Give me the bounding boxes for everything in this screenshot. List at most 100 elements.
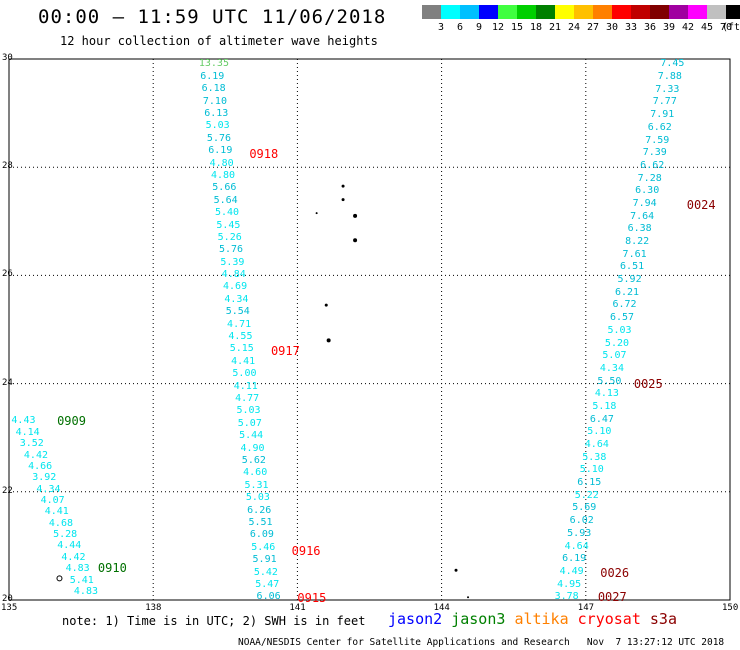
wave-height-value: 6.15 bbox=[577, 477, 602, 489]
wave-height-value: 7.94 bbox=[632, 197, 657, 209]
legend-swatch bbox=[460, 5, 479, 19]
legend-label: 27 bbox=[587, 22, 600, 33]
legend-swatch bbox=[669, 5, 688, 19]
legend-swatch bbox=[479, 5, 498, 19]
wave-height-value: 6.51 bbox=[620, 261, 645, 273]
legend-label: 12 bbox=[492, 22, 505, 33]
wave-height-value: 6.13 bbox=[204, 107, 229, 119]
wave-height-value: 5.07 bbox=[237, 417, 262, 429]
wave-height-value: 5.03 bbox=[205, 120, 230, 132]
legend-label: 39 bbox=[663, 22, 676, 33]
wave-height-value: 7.88 bbox=[657, 71, 682, 83]
wave-height-value: 4.34 bbox=[224, 293, 249, 305]
wave-height-value: 5.38 bbox=[582, 451, 607, 463]
wave-height-value: 5.44 bbox=[239, 430, 264, 442]
pass-time-label: 0024 bbox=[686, 198, 716, 213]
wave-height-value: 4.41 bbox=[44, 506, 69, 518]
lon-tick-label: 144 bbox=[433, 603, 450, 613]
pass-time-label: 0027 bbox=[597, 590, 627, 605]
wave-height-value: 6.02 bbox=[569, 515, 594, 527]
wave-height-value: 4.60 bbox=[243, 467, 268, 479]
lon-tick-label: 141 bbox=[289, 603, 306, 613]
lat-tick-label: 28 bbox=[2, 161, 13, 172]
island-mark bbox=[324, 303, 328, 307]
legend-label: 18 bbox=[530, 22, 543, 33]
pass-time-label: 0917 bbox=[270, 344, 300, 359]
legend-label: 30 bbox=[606, 22, 619, 33]
wave-height-value: 6.19 bbox=[200, 70, 225, 82]
legend-swatch bbox=[422, 5, 441, 19]
pass-time-label: 0025 bbox=[633, 376, 663, 391]
lat-tick-label: 24 bbox=[2, 377, 13, 388]
wave-height-value: 4.66 bbox=[28, 460, 53, 472]
satellite-legend-item: altika bbox=[514, 610, 578, 628]
wave-height-value: 5.18 bbox=[592, 400, 617, 412]
lat-tick-label: 30 bbox=[2, 53, 13, 63]
island-mark bbox=[341, 198, 345, 202]
wave-height-value: 5.28 bbox=[53, 529, 78, 541]
lon-tick-label: 147 bbox=[577, 603, 595, 613]
footnote: note: 1) Time is in UTC; 2) SWH is in fe… bbox=[62, 614, 366, 628]
island-mark bbox=[315, 212, 318, 215]
page-subtitle: 12 hour collection of altimeter wave hei… bbox=[60, 34, 378, 48]
wave-height-value: 4.14 bbox=[15, 426, 40, 438]
legend-label: 15 bbox=[511, 22, 524, 33]
wave-height-value: 5.91 bbox=[252, 554, 277, 566]
wave-height-value: 3.78 bbox=[554, 591, 579, 603]
legend-label: 6 bbox=[457, 22, 464, 33]
wave-height-value: 5.51 bbox=[248, 516, 273, 528]
wave-height-value: 6.38 bbox=[627, 223, 652, 235]
wave-height-value: 6.30 bbox=[635, 185, 660, 197]
pass-time-label: 0915 bbox=[297, 591, 327, 605]
wave-height-value: 5.10 bbox=[587, 426, 612, 438]
wave-height-value: 4.44 bbox=[57, 540, 82, 552]
wave-height-value: 4.68 bbox=[48, 517, 73, 529]
color-legend bbox=[422, 5, 740, 19]
lat-tick-label: 20 bbox=[2, 594, 13, 604]
wave-height-value: 4.64 bbox=[564, 540, 589, 552]
wave-height-value: 5.00 bbox=[232, 368, 257, 380]
wave-height-value: 6.47 bbox=[589, 413, 614, 425]
wave-height-value: 6.18 bbox=[201, 83, 226, 95]
legend-label: 9 bbox=[476, 22, 483, 33]
wave-height-value: 7.59 bbox=[645, 134, 670, 146]
wave-height-value: 5.76 bbox=[219, 244, 244, 256]
wave-height-value: 4.49 bbox=[559, 565, 584, 577]
wave-height-value: 4.42 bbox=[23, 449, 48, 461]
island-mark bbox=[353, 238, 358, 243]
island-mark bbox=[454, 568, 458, 572]
wave-height-value: 4.80 bbox=[210, 169, 236, 181]
wave-height-value: 5.92 bbox=[617, 274, 642, 286]
wave-height-value: 4.80 bbox=[209, 157, 234, 169]
lat-tick-label: 22 bbox=[2, 485, 13, 496]
legend-swatch bbox=[612, 5, 631, 19]
legend-swatch bbox=[593, 5, 612, 19]
legend-label: 24 bbox=[568, 22, 581, 33]
wave-height-value: 7.45 bbox=[660, 58, 685, 70]
wave-height-value: 4.64 bbox=[584, 439, 609, 451]
wave-height-value: 8.22 bbox=[625, 236, 650, 248]
legend-label: 33 bbox=[625, 22, 638, 33]
wave-height-value: 5.62 bbox=[241, 454, 266, 466]
wave-height-value: 5.03 bbox=[245, 492, 270, 504]
map-frame bbox=[8, 58, 731, 601]
wave-height-value: 4.69 bbox=[223, 281, 248, 293]
wave-height-value: 4.34 bbox=[599, 362, 624, 374]
legend-swatch bbox=[574, 5, 593, 19]
pass-time-label: 0910 bbox=[97, 560, 127, 575]
wave-height-value: 7.91 bbox=[650, 109, 675, 121]
legend-swatch bbox=[650, 5, 669, 19]
wave-height-value: 5.66 bbox=[212, 182, 237, 194]
wave-height-value: 5.64 bbox=[213, 194, 238, 206]
legend-label: 42 bbox=[682, 22, 695, 33]
pass-time-label: 0909 bbox=[57, 414, 86, 429]
pass-time-label: 0026 bbox=[600, 565, 630, 580]
wave-height-value: 7.77 bbox=[652, 96, 677, 108]
wave-height-value: 5.07 bbox=[602, 350, 627, 362]
satellite-legend-item: jason3 bbox=[451, 610, 515, 628]
wave-height-value: 5.69 bbox=[572, 502, 597, 514]
wave-height-value: 6.72 bbox=[612, 299, 637, 311]
satellite-legend: jason2 jason3 altika cryosat s3a bbox=[388, 610, 677, 628]
wave-height-value: 4.83 bbox=[65, 563, 90, 575]
wave-height-value: 4.83 bbox=[73, 585, 98, 597]
